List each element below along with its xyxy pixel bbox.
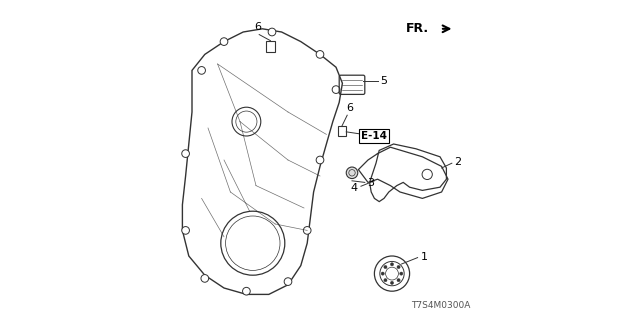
Circle shape (384, 279, 387, 282)
Text: 1: 1 (421, 252, 428, 262)
Circle shape (284, 278, 292, 285)
Circle shape (316, 51, 324, 58)
Bar (266, 41, 275, 52)
Text: 5: 5 (380, 76, 387, 86)
Circle shape (182, 150, 189, 157)
Circle shape (390, 281, 394, 284)
Circle shape (390, 263, 394, 266)
Text: 2: 2 (454, 157, 461, 167)
Circle shape (397, 279, 400, 282)
Text: 3: 3 (367, 178, 374, 188)
Text: E-14: E-14 (361, 131, 387, 141)
Circle shape (316, 156, 324, 164)
Text: FR.: FR. (406, 22, 429, 35)
Circle shape (198, 67, 205, 74)
Circle shape (303, 227, 311, 234)
Circle shape (346, 167, 358, 179)
Text: 4: 4 (351, 183, 358, 193)
Circle shape (201, 275, 209, 282)
Circle shape (182, 227, 189, 234)
Text: T7S4M0300A: T7S4M0300A (411, 301, 470, 310)
Circle shape (243, 287, 250, 295)
Circle shape (220, 38, 228, 45)
Circle shape (399, 272, 403, 275)
Circle shape (381, 272, 384, 275)
Text: 6: 6 (346, 103, 353, 113)
Bar (338, 126, 346, 136)
Circle shape (332, 86, 340, 93)
Circle shape (384, 265, 387, 268)
Text: 6: 6 (254, 22, 261, 32)
Circle shape (268, 28, 276, 36)
Circle shape (397, 265, 400, 268)
